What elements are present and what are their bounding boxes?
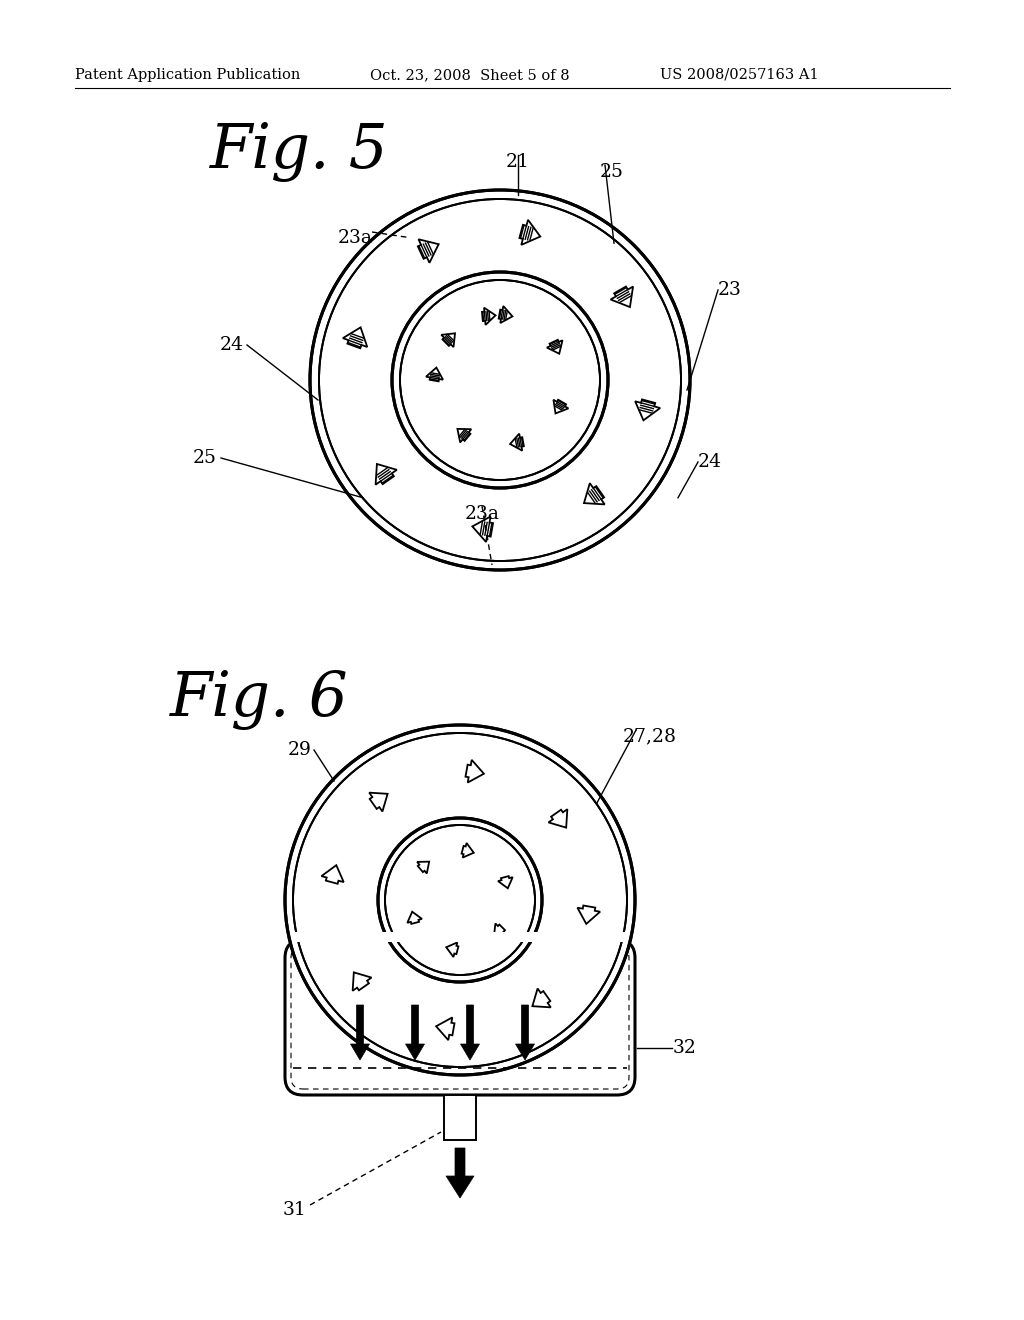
FancyArrow shape: [482, 308, 496, 325]
FancyArrow shape: [635, 400, 660, 420]
FancyBboxPatch shape: [285, 940, 635, 1096]
Text: 27,28: 27,28: [623, 727, 677, 744]
FancyArrow shape: [532, 989, 551, 1007]
FancyArrow shape: [584, 483, 605, 504]
Ellipse shape: [285, 725, 635, 1074]
FancyArrow shape: [461, 1005, 479, 1060]
Text: 23a: 23a: [338, 228, 373, 247]
Text: 31: 31: [283, 1201, 307, 1218]
Text: 24: 24: [220, 337, 244, 354]
Ellipse shape: [378, 818, 542, 982]
FancyArrow shape: [494, 924, 506, 936]
FancyArrow shape: [519, 220, 541, 246]
Text: Oct. 23, 2008  Sheet 5 of 8: Oct. 23, 2008 Sheet 5 of 8: [370, 69, 569, 82]
FancyArrow shape: [406, 1005, 425, 1060]
FancyArrow shape: [446, 942, 459, 957]
Bar: [293, 932, 627, 942]
Text: 25: 25: [600, 162, 624, 181]
FancyArrow shape: [446, 1148, 474, 1199]
FancyArrow shape: [458, 429, 471, 442]
FancyArrow shape: [441, 334, 455, 347]
Text: Patent Application Publication: Patent Application Publication: [75, 69, 300, 82]
FancyArrow shape: [547, 339, 562, 354]
Text: US 2008/0257163 A1: US 2008/0257163 A1: [660, 69, 818, 82]
Ellipse shape: [312, 191, 688, 568]
Text: 23: 23: [718, 281, 742, 300]
Text: 25: 25: [193, 449, 217, 467]
FancyArrow shape: [408, 912, 422, 924]
FancyArrow shape: [436, 1018, 455, 1040]
FancyArrow shape: [472, 516, 493, 543]
Text: 29: 29: [288, 741, 312, 759]
Text: 23a: 23a: [465, 506, 500, 523]
FancyArrow shape: [462, 843, 474, 858]
Text: Fig. 5: Fig. 5: [210, 121, 389, 182]
FancyArrow shape: [498, 876, 513, 888]
FancyArrow shape: [350, 1005, 370, 1060]
Text: 32: 32: [673, 1039, 697, 1057]
Ellipse shape: [392, 272, 608, 488]
FancyArrow shape: [322, 865, 344, 884]
Bar: [444, 1096, 476, 1140]
FancyArrow shape: [553, 400, 568, 413]
Text: 21: 21: [506, 153, 530, 172]
FancyArrow shape: [578, 906, 600, 924]
FancyArrow shape: [417, 862, 429, 874]
FancyArrow shape: [510, 434, 524, 450]
FancyArrow shape: [343, 327, 368, 348]
FancyArrow shape: [418, 239, 438, 263]
Text: 24: 24: [698, 453, 722, 471]
FancyArrow shape: [426, 367, 443, 381]
FancyArrow shape: [352, 973, 372, 991]
FancyArrow shape: [376, 465, 397, 484]
FancyArrow shape: [499, 306, 512, 323]
Ellipse shape: [310, 190, 690, 570]
Text: Fig. 6: Fig. 6: [170, 671, 348, 730]
FancyArrow shape: [610, 286, 633, 308]
FancyArrow shape: [370, 792, 388, 812]
FancyArrow shape: [549, 809, 567, 828]
FancyArrow shape: [466, 760, 484, 783]
Ellipse shape: [392, 272, 608, 488]
FancyArrow shape: [515, 1005, 535, 1060]
